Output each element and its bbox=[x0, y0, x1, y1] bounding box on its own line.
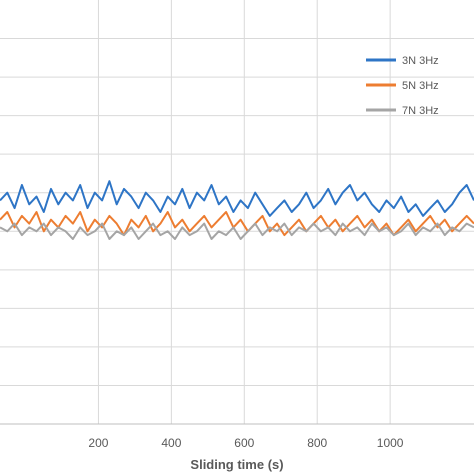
x-tick-label: 600 bbox=[234, 436, 254, 450]
x-tick-label: 200 bbox=[88, 436, 108, 450]
x-tick-label: 800 bbox=[307, 436, 327, 450]
gridlines bbox=[0, 0, 474, 425]
series-lines bbox=[0, 180, 474, 240]
x-tick-labels: 200 400 600 800 1000 bbox=[88, 436, 403, 450]
legend: 3N 3Hz 5N 3Hz 7N 3Hz bbox=[366, 55, 439, 117]
x-axis-title: Sliding time (s) bbox=[190, 457, 283, 472]
x-tick-label: 400 bbox=[161, 436, 181, 450]
series-line-3 bbox=[0, 222, 474, 240]
legend-label-1: 3N 3Hz bbox=[402, 55, 439, 67]
legend-label-2: 5N 3Hz bbox=[402, 80, 439, 92]
series-line-1 bbox=[0, 180, 474, 217]
legend-label-3: 7N 3Hz bbox=[402, 105, 439, 117]
x-tick-label: 1000 bbox=[377, 436, 404, 450]
